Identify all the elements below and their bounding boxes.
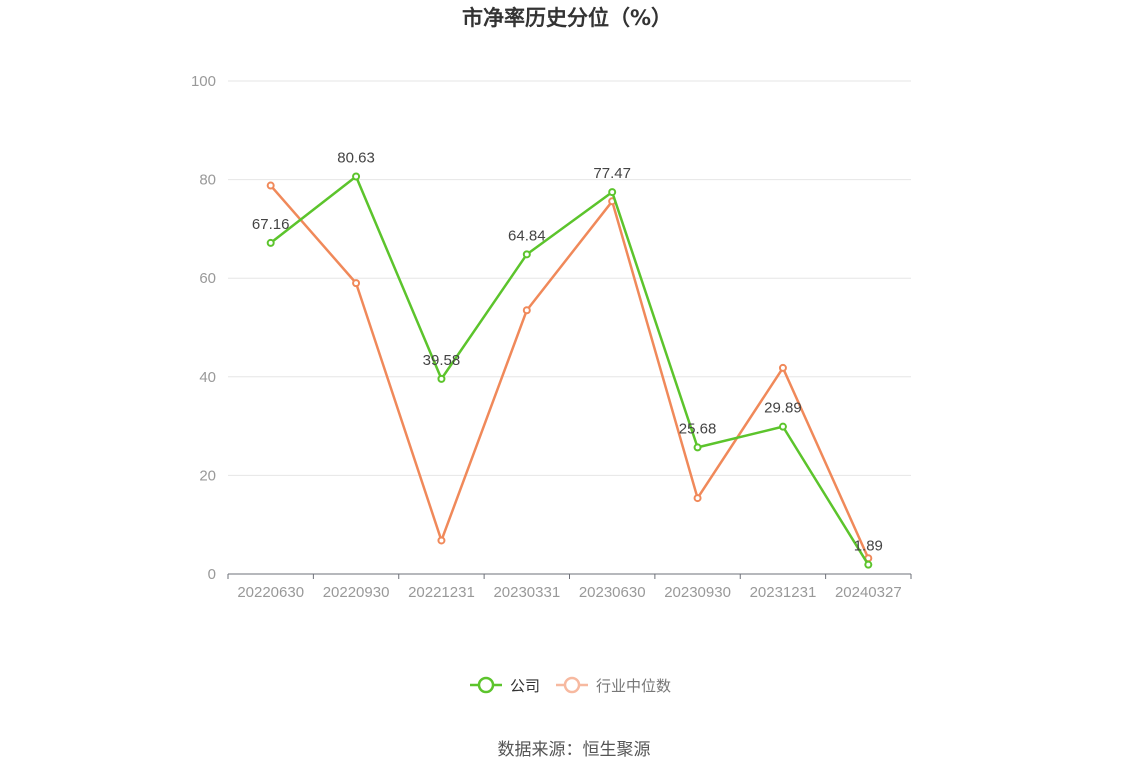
data-point-0	[864, 560, 873, 569]
series-line-1	[269, 184, 870, 559]
data-label: 77.47	[593, 165, 631, 182]
data-labels: 67.16 80.63 39.58 64.84 77.47 25.68 29.89 1.89	[252, 149, 883, 554]
source-note: 数据来源：恒生聚源	[498, 740, 651, 760]
series-layer	[266, 172, 873, 569]
data-label: 39.58	[423, 352, 461, 369]
legend-item-0[interactable]: 公司	[470, 676, 540, 695]
x-tick-label: 20221231	[408, 584, 475, 601]
x-tick-label: 20231231	[750, 584, 817, 601]
chart-title: 市净率历史分位（%）	[462, 6, 672, 30]
legend[interactable]: 公司 行业中位数	[470, 676, 671, 695]
y-tick-label: 80	[199, 172, 216, 189]
data-point-1	[778, 363, 787, 372]
x-tick-label: 20230630	[579, 584, 646, 601]
data-point-0	[693, 443, 702, 452]
data-point-1	[266, 181, 275, 190]
series-line-0	[269, 175, 870, 566]
x-tick-label: 20220630	[237, 584, 304, 601]
y-tick-label: 0	[208, 566, 216, 583]
data-label: 80.63	[337, 149, 375, 166]
y-tick-label: 40	[199, 369, 216, 386]
data-point-0	[352, 172, 361, 181]
data-point-1	[693, 494, 702, 503]
y-tick-label: 60	[199, 270, 216, 287]
x-tick-label: 20230930	[664, 584, 731, 601]
x-tick-label: 20240327	[835, 584, 902, 601]
y-axis: 0 20 40 60 80 100	[191, 73, 216, 583]
data-label: 67.16	[252, 216, 290, 233]
legend-item-1[interactable]: 行业中位数	[556, 676, 671, 695]
data-label: 29.89	[764, 400, 802, 417]
y-tick-label: 20	[199, 467, 216, 484]
legend-marker-icon	[563, 676, 581, 694]
data-point-0	[778, 422, 787, 431]
data-point-1	[352, 279, 361, 288]
x-tick-label: 20230331	[493, 584, 560, 601]
grid-lines	[228, 80, 911, 476]
legend-label: 行业中位数	[596, 677, 671, 695]
data-label: 1.89	[854, 538, 883, 555]
data-point-0	[608, 188, 617, 197]
x-axis: 20220630 20220930 20221231 20230331 20230630…	[227, 573, 912, 601]
data-label: 64.84	[508, 227, 546, 244]
legend-label: 公司	[510, 677, 540, 695]
data-point-1	[522, 306, 531, 315]
data-point-0	[437, 374, 446, 383]
y-tick-label: 100	[191, 73, 216, 90]
legend-marker-icon	[477, 676, 495, 694]
data-label: 25.68	[679, 420, 717, 437]
data-point-0	[522, 250, 531, 259]
x-tick-label: 20220930	[323, 584, 390, 601]
data-point-1	[437, 536, 446, 545]
data-point-0	[266, 238, 275, 247]
